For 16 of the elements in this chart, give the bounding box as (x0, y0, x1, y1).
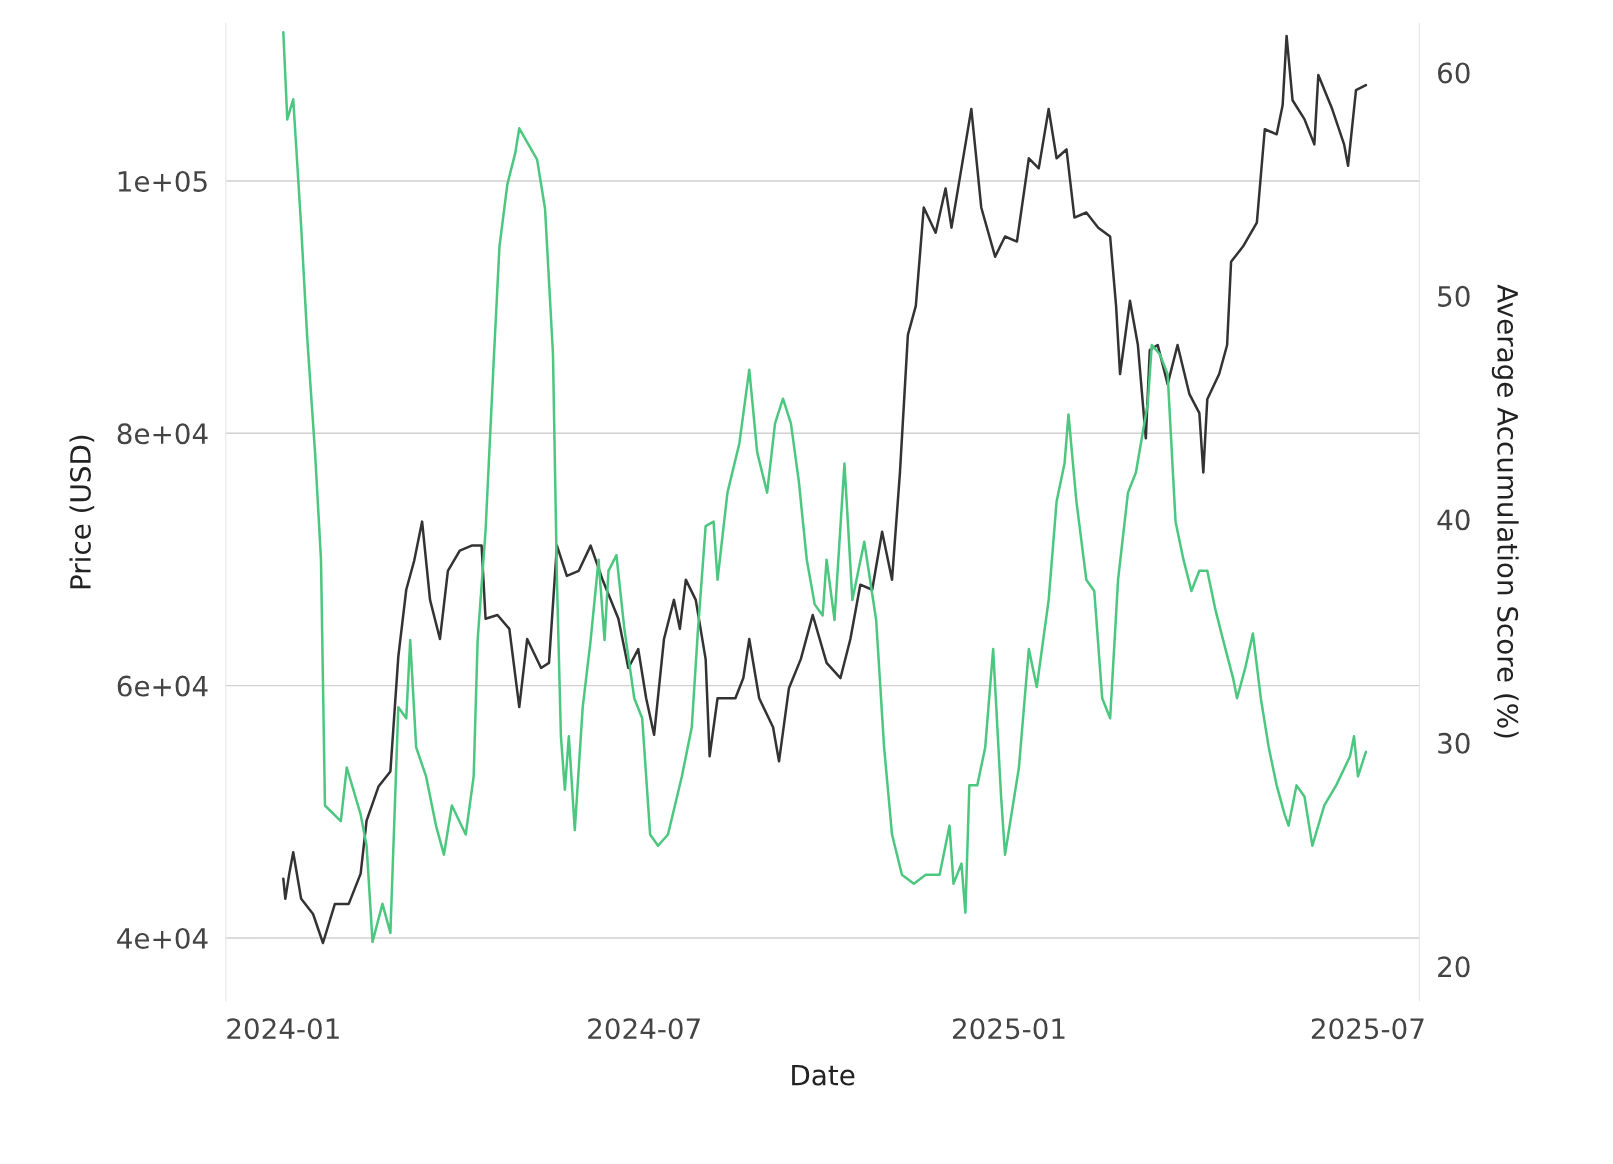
y2-tick-label: 30 (1438, 732, 1470, 754)
y-tick-label: 8e+04 (117, 423, 208, 445)
x-tick-label: 2025-01 (953, 1018, 1065, 1040)
y2-tick-label: 20 (1438, 956, 1470, 978)
y-axis-title: Price (USD) (69, 435, 95, 589)
y-tick-label: 6e+04 (117, 675, 208, 697)
y-tick-label: 1e+05 (118, 170, 207, 192)
y-tick-label: 4e+04 (117, 927, 208, 949)
x-tick-label: 2024-07 (588, 1018, 700, 1040)
x-axis-title: Date (792, 1064, 855, 1086)
y2-tick-label: 40 (1437, 509, 1470, 531)
y2-tick-label: 50 (1438, 285, 1470, 307)
x-tick-label: 2025-07 (1311, 1018, 1424, 1040)
y2-axis-title: Average Accumulation Score (%) (1491, 284, 1519, 738)
y2-tick-label: 60 (1438, 62, 1470, 84)
x-tick-label: 2024-01 (227, 1018, 339, 1040)
